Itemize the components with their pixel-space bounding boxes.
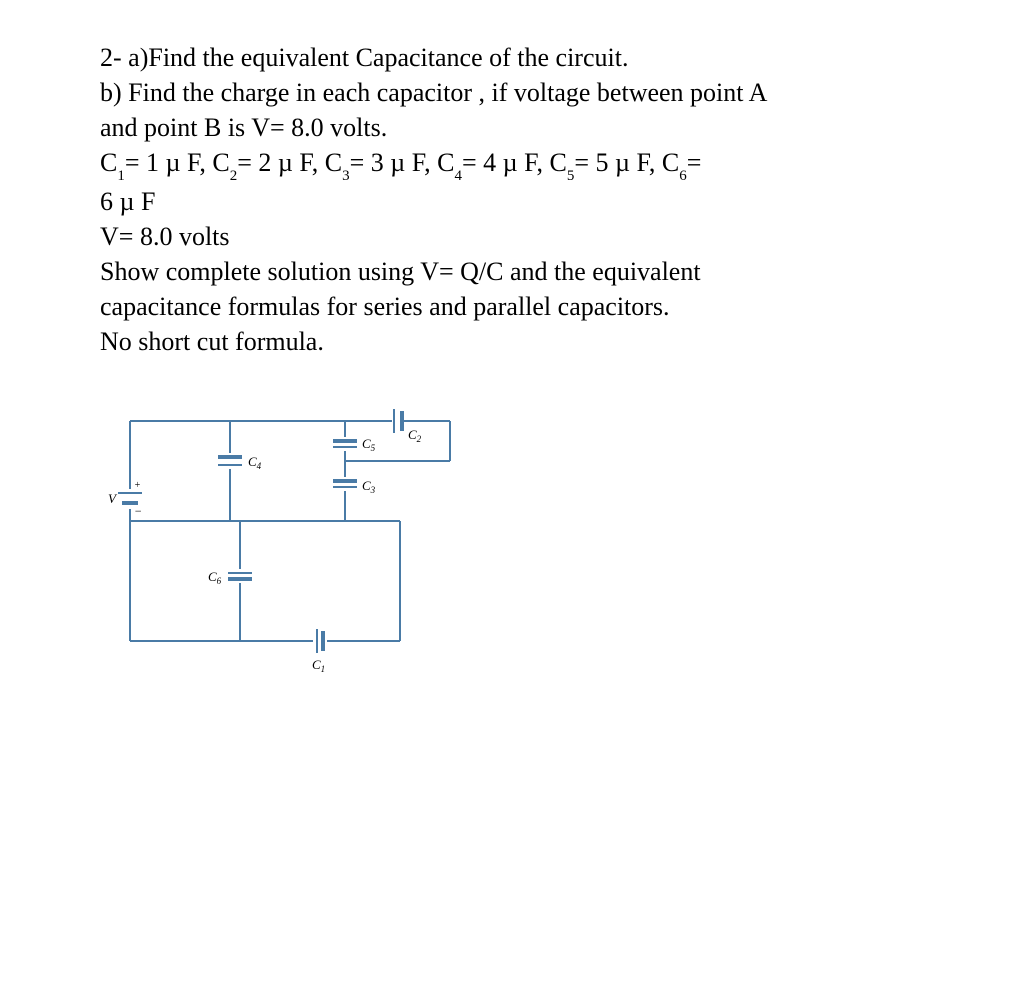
label-C5: C5 [362, 436, 376, 453]
line2: b) Find the charge in each capacitor , i… [100, 75, 944, 110]
problem-text: 2- a)Find the equivalent Capacitance of … [100, 40, 944, 359]
line1: 2- a)Find the equivalent Capacitance of … [100, 40, 944, 75]
line7: Show complete solution using V= Q/C and … [100, 254, 944, 289]
line5: 6 µ F [100, 184, 944, 219]
line6: V= 8.0 volts [100, 219, 944, 254]
svg-text:+: + [134, 480, 141, 491]
line9: No short cut formula. [100, 324, 944, 359]
circuit-diagram: V + − C4 C5 C3 C2 C6 C1 [100, 391, 944, 696]
line8: capacitance formulas for series and para… [100, 289, 944, 324]
label-V: V [108, 491, 118, 506]
label-C2: C2 [408, 427, 422, 444]
label-C1: C1 [312, 657, 325, 674]
label-C6: C6 [208, 569, 222, 586]
svg-text:−: − [134, 504, 142, 518]
line4: C1= 1 µ F, C2= 2 µ F, C3= 3 µ F, C4= 4 µ… [100, 145, 944, 183]
label-C4: C4 [248, 454, 262, 471]
line3: and point B is V= 8.0 volts. [100, 110, 944, 145]
label-C3: C3 [362, 478, 376, 495]
